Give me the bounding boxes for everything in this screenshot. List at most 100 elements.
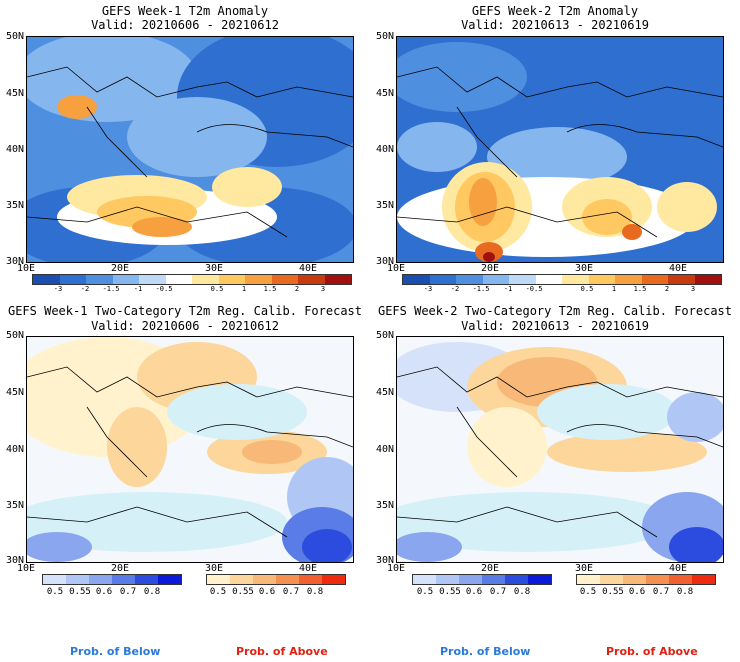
colorbar-box xyxy=(588,275,615,284)
lon-label-40e: 40E xyxy=(668,563,688,574)
map-week1-probability xyxy=(26,336,354,563)
colorbar-box xyxy=(59,275,86,284)
colorbar-tick: 0.5 xyxy=(46,587,64,597)
colorbar-box xyxy=(245,275,272,284)
lon-label-30e: 30E xyxy=(204,263,224,274)
colorbar-tick: 0.5 xyxy=(416,587,434,597)
lon-label-30e: 30E xyxy=(574,263,594,274)
lon-label-30e: 30E xyxy=(204,563,224,574)
lon-label-20e: 20E xyxy=(480,263,500,274)
colorbar-box xyxy=(669,575,692,584)
colorbar-tick: 0.7 xyxy=(489,587,507,597)
colorbar-box xyxy=(528,575,551,584)
prob-below-label: Prob. of Below xyxy=(70,645,161,658)
lat-label-35n: 35N xyxy=(375,500,394,511)
lon-label-20e: 20E xyxy=(110,263,130,274)
colorbar-tick: 0.7 xyxy=(652,587,670,597)
colorbar-box xyxy=(623,575,646,584)
colorbar-box xyxy=(298,275,325,284)
colorbar-box xyxy=(112,575,135,584)
lat-label-30n: 30N xyxy=(375,555,394,566)
colorbar-box xyxy=(482,575,505,584)
lon-label-10e: 10E xyxy=(386,263,406,274)
anomaly-colorbar xyxy=(32,274,352,285)
colorbar-box xyxy=(509,275,536,284)
colorbar-box xyxy=(207,575,230,584)
colorbar-box xyxy=(694,275,721,284)
colorbar-tick: 1 xyxy=(241,285,247,293)
panel-title: GEFS Week-2 T2m Anomaly xyxy=(471,4,639,18)
colorbar-box xyxy=(459,575,482,584)
colorbar-tick: 0.6 xyxy=(258,587,276,597)
lat-label-45n: 45N xyxy=(375,88,394,99)
colorbar-box xyxy=(253,575,276,584)
colorbar-box xyxy=(403,275,430,284)
colorbar-tick: 0.55 xyxy=(439,587,461,597)
colorbar-box xyxy=(165,275,192,284)
panel-week2-anomaly: GEFS Week-2 T2m Anomaly Valid: 20210613 … xyxy=(370,0,740,300)
lon-label-40e: 40E xyxy=(668,263,688,274)
panel-week2-probability: GEFS Week-2 Two-Category T2m Reg. Calib.… xyxy=(370,300,740,662)
colorbar-box xyxy=(43,575,66,584)
lat-label-50n: 50N xyxy=(375,31,394,42)
lat-label-45n: 45N xyxy=(5,88,24,99)
colorbar-box xyxy=(218,275,245,284)
colorbar-tick: -1 xyxy=(133,285,143,293)
lon-label-40e: 40E xyxy=(298,563,318,574)
colorbar-tick: 0.8 xyxy=(306,587,324,597)
lat-label-40n: 40N xyxy=(5,444,24,455)
map-week2-probability xyxy=(396,336,724,563)
lon-label-20e: 20E xyxy=(480,563,500,574)
colorbar-tick: -0.5 xyxy=(155,285,173,293)
anomaly-colorbar xyxy=(402,274,722,285)
colorbar-box xyxy=(324,275,351,284)
panel-title: GEFS Week-1 Two-Category T2m Reg. Calib.… xyxy=(7,304,362,318)
colorbar-tick: 2 xyxy=(664,285,670,293)
map-week2-anomaly xyxy=(396,36,724,263)
colorbar-tick: 0.55 xyxy=(602,587,624,597)
lon-label-10e: 10E xyxy=(16,263,36,274)
colorbar-box xyxy=(436,575,459,584)
colorbar-box xyxy=(505,575,528,584)
colorbar-box xyxy=(299,575,322,584)
colorbar-box xyxy=(192,275,219,284)
panel-subtitle: Valid: 20210613 - 20210619 xyxy=(461,319,649,333)
lat-label-30n: 30N xyxy=(5,555,24,566)
lon-label-20e: 20E xyxy=(110,563,130,574)
panel-week1-probability: GEFS Week-1 Two-Category T2m Reg. Calib.… xyxy=(0,300,370,662)
colorbar-box xyxy=(535,275,562,284)
lat-label-45n: 45N xyxy=(375,387,394,398)
lat-label-50n: 50N xyxy=(375,330,394,341)
colorbar-box xyxy=(276,575,299,584)
colorbar-box xyxy=(641,275,668,284)
colorbar-tick: 0.55 xyxy=(69,587,91,597)
panel-subtitle: Valid: 20210606 - 20210612 xyxy=(91,319,279,333)
lat-label-30n: 30N xyxy=(375,256,394,267)
colorbar-tick: 3 xyxy=(690,285,696,293)
colorbar-box xyxy=(600,575,623,584)
colorbar-tick: 0.8 xyxy=(676,587,694,597)
lon-label-40e: 40E xyxy=(298,263,318,274)
colorbar-tick: -3 xyxy=(423,285,433,293)
colorbar-box xyxy=(322,575,345,584)
colorbar-tick: 0.5 xyxy=(579,587,597,597)
panel-week1-anomaly: GEFS Week-1 T2m Anomaly Valid: 20210606 … xyxy=(0,0,370,300)
lon-label-10e: 10E xyxy=(16,563,36,574)
prob-above-label: Prob. of Above xyxy=(236,645,328,658)
prob-below-colorbar xyxy=(42,574,182,585)
colorbar-tick: 0.8 xyxy=(143,587,161,597)
lat-label-30n: 30N xyxy=(5,256,24,267)
panel-title: GEFS Week-2 Two-Category T2m Reg. Calib.… xyxy=(377,304,732,318)
map-week1-anomaly xyxy=(26,36,354,263)
panel-subtitle: Valid: 20210606 - 20210612 xyxy=(91,18,279,32)
prob-below-colorbar xyxy=(412,574,552,585)
colorbar-tick: 0.5 xyxy=(209,587,227,597)
lat-label-35n: 35N xyxy=(5,500,24,511)
colorbar-box xyxy=(89,575,112,584)
lat-label-40n: 40N xyxy=(375,444,394,455)
prob-above-label: Prob. of Above xyxy=(606,645,698,658)
colorbar-tick: 0.6 xyxy=(95,587,113,597)
colorbar-tick: 0.7 xyxy=(282,587,300,597)
colorbar-box xyxy=(668,275,695,284)
colorbar-tick: 1.5 xyxy=(263,285,277,293)
